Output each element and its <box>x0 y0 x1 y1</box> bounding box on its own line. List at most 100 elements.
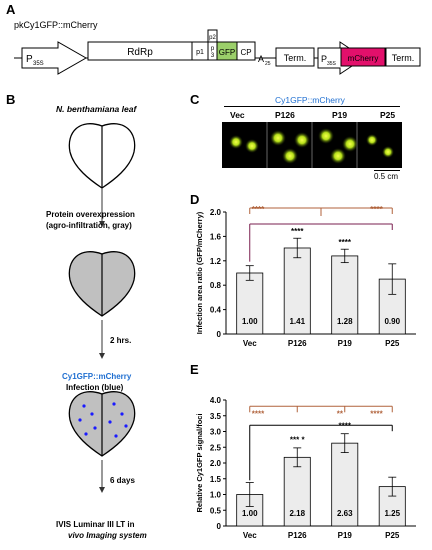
y-tick-label: 0 <box>217 330 222 339</box>
gfp-spot <box>382 146 394 158</box>
value-label: 1.41 <box>289 317 305 326</box>
gfp-spot <box>270 130 286 146</box>
infection-dot <box>112 402 116 406</box>
terminator-2-label: Term. <box>392 53 415 63</box>
scale-label: 0.5 cm <box>374 172 399 181</box>
promoter-1-arrow <box>21 41 88 75</box>
y-tick-label: 2.0 <box>210 208 222 217</box>
terminator-2-box <box>385 47 421 67</box>
infection-dot <box>124 424 128 428</box>
cp-label: CP <box>240 48 251 57</box>
y-tick-label: 3.5 <box>210 412 222 421</box>
sig-label: **** <box>370 409 383 418</box>
value-label: 0.90 <box>384 317 400 326</box>
panel-e-letter: E <box>190 362 199 377</box>
panel-d-letter: D <box>190 192 200 207</box>
p3-label-top: p <box>211 46 215 52</box>
panel-c-letter: C <box>190 92 200 107</box>
y-tick-label: 0.5 <box>210 506 222 515</box>
infection-dot <box>82 404 86 408</box>
step1-line2: (agro-infiltration, gray) <box>46 221 132 230</box>
chart-e: 0 0.5 1.0 1.5 2.0 2.5 3.0 3.5 4.0 Relative Cy1GFP… <box>195 396 416 540</box>
panel-b-letter: B <box>6 92 16 107</box>
a25-label: A <box>258 54 264 64</box>
sig-label: **** <box>252 205 265 214</box>
promoter-1-sub: 35S <box>33 61 44 67</box>
sig-label: **** <box>370 205 383 214</box>
p1-label: p1 <box>196 49 204 56</box>
x-tick-label: P126 <box>288 339 307 348</box>
infection-dot <box>120 412 124 416</box>
infection-dot <box>84 432 88 436</box>
panel-c-title: Cy1GFP::mCherry <box>275 95 345 105</box>
infection-dot <box>78 418 82 422</box>
gfp-spot <box>229 135 243 149</box>
value-label: 1.00 <box>242 509 258 518</box>
sig-label: **** <box>291 227 304 236</box>
value-label: 1.00 <box>242 317 258 326</box>
infection-dot <box>93 426 97 430</box>
panel-c-label-vec: Vec <box>230 110 245 120</box>
step2-line1: Cy1GFP::mCherry <box>62 372 132 381</box>
panel-a-letter: A <box>6 2 16 17</box>
step3-line1: IVIS Luminar III LT in <box>56 520 135 529</box>
infection-dot <box>114 434 118 438</box>
value-label: 2.63 <box>337 509 353 518</box>
y-tick-label: 0 <box>217 522 222 531</box>
x-tick-label: P126 <box>288 531 307 540</box>
promoter-1-label: P <box>26 54 33 65</box>
panel-c-label-p126: P126 <box>275 110 295 120</box>
value-label: 2.18 <box>289 509 305 518</box>
y-tick-label: 2.0 <box>210 459 222 468</box>
p3-label-bottom: 3 <box>211 53 215 59</box>
infection-dot <box>108 420 112 424</box>
rdrp-label: RdRp <box>127 47 153 58</box>
bar <box>283 456 311 527</box>
terminator-1-box <box>275 47 315 67</box>
construct-diagram: P 35S RdRp p1 p2 p 3 GFP CP A 25 Term. P… <box>14 29 421 75</box>
x-tick-label: P19 <box>338 339 353 348</box>
sig-label: *** * <box>290 436 306 445</box>
infection-dot <box>90 412 94 416</box>
panel-c-label-p25: P25 <box>380 110 396 120</box>
chart-d: 0 0.4 0.8 1.2 1.6 2.0 Infection area ratio (GF… <box>195 205 416 348</box>
bar <box>236 272 264 335</box>
leaf-title: N. benthamiana leaf <box>56 104 137 114</box>
y-tick-label: 1.0 <box>210 491 222 500</box>
y-tick-label: 4.0 <box>210 396 222 405</box>
sig-label: **** <box>252 409 265 418</box>
x-tick-label: Vec <box>243 531 257 540</box>
sig-label: **** <box>339 421 352 430</box>
mcherry-box <box>340 47 386 67</box>
workflow-diagram <box>68 123 136 457</box>
y-tick-label: 0.4 <box>210 306 222 315</box>
gfp-spot <box>342 136 358 152</box>
step1-line1: Protein overexpression <box>46 210 135 219</box>
gfp-spot <box>366 134 378 146</box>
workflow-arrow-4 <box>99 460 105 493</box>
y-tick-label: 1.2 <box>210 257 222 266</box>
promoter-2-label: P <box>321 54 327 64</box>
gfp-label: GFP <box>219 48 235 57</box>
gfp-spot <box>318 128 334 144</box>
time-2: 6 days <box>110 476 135 485</box>
sig-label: ** <box>337 409 344 418</box>
step2-line2: Infection (blue) <box>66 383 124 392</box>
a25-sub: 25 <box>265 61 271 67</box>
gfp-spot <box>245 139 259 153</box>
value-label: 1.25 <box>384 509 400 518</box>
y-tick-label: 1.5 <box>210 475 222 484</box>
construct-name: pkCy1GFP::mCherry <box>14 20 98 30</box>
x-tick-label: P25 <box>385 339 400 348</box>
gfp-spot <box>294 132 310 148</box>
value-label: 1.28 <box>337 317 353 326</box>
y-tick-label: 1.6 <box>210 232 222 241</box>
step3-line2: vivo Imaging system <box>68 531 147 540</box>
gfp-spot <box>330 148 346 164</box>
cp-box <box>236 41 256 61</box>
panel-c-label-p19: P19 <box>332 110 348 120</box>
y-tick-label: 0.8 <box>210 281 222 290</box>
time-1: 2 hrs. <box>110 336 132 345</box>
x-tick-label: P19 <box>338 531 353 540</box>
promoter-2-sub: 35S <box>327 61 337 67</box>
